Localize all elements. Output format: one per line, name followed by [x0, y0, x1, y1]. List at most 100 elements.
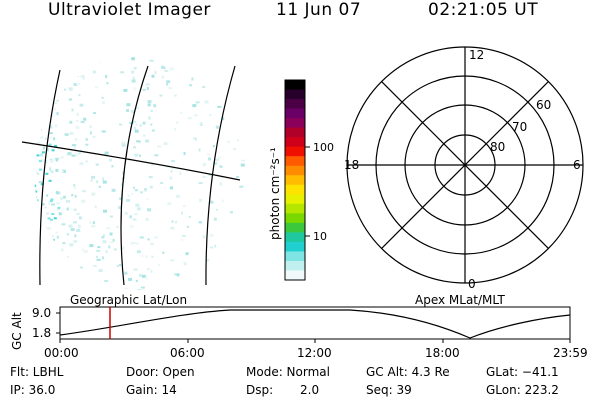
uv-speckle — [141, 289, 146, 290]
mlt-label-12: 12 — [469, 48, 484, 62]
uv-speckle — [51, 114, 54, 117]
uv-speckle — [46, 226, 51, 230]
uv-speckle — [132, 186, 135, 189]
uv-speckle — [71, 194, 74, 197]
uv-speckle — [241, 159, 245, 162]
uv-speckle — [130, 241, 134, 245]
colorbar-band — [285, 127, 305, 138]
uv-speckle — [149, 185, 153, 189]
uv-speckle — [85, 137, 88, 141]
uv-speckle — [139, 154, 142, 157]
uv-speckle — [192, 104, 197, 108]
uv-speckle — [106, 82, 109, 85]
colorbar-frame — [284, 79, 306, 281]
uv-speckle — [50, 198, 54, 201]
uv-speckle — [51, 213, 55, 215]
uv-speckle — [217, 105, 222, 108]
uv-speckle — [93, 112, 96, 114]
uv-speckle — [209, 200, 214, 204]
uv-speckle — [53, 102, 57, 105]
uv-speckle — [47, 217, 51, 220]
uv-speckle — [75, 120, 79, 122]
uv-speckle — [163, 66, 166, 69]
uv-speckle — [154, 236, 158, 239]
uv-speckle — [132, 218, 137, 221]
uv-speckle — [102, 180, 107, 184]
uv-speckle — [195, 101, 200, 104]
uv-speckle — [75, 152, 79, 156]
alt-ymin-label: 1.8 — [32, 326, 51, 340]
colorbar-band — [285, 184, 305, 195]
uv-speckle — [151, 255, 154, 258]
uv-speckle — [60, 156, 65, 159]
uv-speckle — [175, 221, 177, 224]
uv-speckle — [94, 205, 97, 208]
uv-speckle — [40, 183, 44, 186]
uv-speckle — [213, 161, 218, 165]
uv-speckle — [132, 242, 136, 244]
uv-speckle — [136, 242, 140, 245]
geographic-grid — [21, 65, 241, 286]
uv-speckle — [126, 198, 131, 202]
uv-speckle — [76, 82, 81, 85]
colorbar-band — [285, 137, 305, 148]
uv-speckle — [171, 167, 174, 170]
uv-speckle — [82, 248, 84, 251]
uv-speckle — [188, 215, 191, 218]
uv-speckle — [64, 133, 69, 137]
uv-speckle — [118, 206, 121, 210]
uv-speckle — [56, 112, 59, 116]
uv-speckle — [102, 234, 105, 237]
uv-speckle — [72, 144, 77, 147]
uv-speckle — [82, 190, 87, 193]
uv-speckle — [173, 273, 178, 276]
uv-speckle — [219, 182, 223, 186]
uv-speckle — [85, 160, 88, 163]
uv-speckle — [227, 140, 230, 143]
uv-speckle — [94, 86, 98, 89]
uv-speckle — [207, 153, 211, 156]
uv-speckle — [134, 129, 139, 133]
uv-speckle — [91, 225, 96, 228]
uv-speckle — [102, 101, 105, 105]
uv-speckle — [136, 250, 141, 254]
uv-speckle — [166, 82, 169, 86]
uv-speckle — [49, 200, 53, 203]
time-label: 02:21:05 UT — [428, 0, 539, 20]
uv-speckle — [80, 149, 83, 152]
uv-speckle — [134, 213, 138, 216]
uv-speckle — [73, 184, 76, 187]
uv-speckle — [68, 224, 73, 228]
uv-speckle — [41, 203, 45, 206]
uv-speckle — [180, 238, 183, 241]
uv-speckle — [38, 168, 42, 171]
alt-ymax-label: 9.0 — [32, 306, 51, 320]
uv-speckle — [146, 198, 149, 201]
uv-speckle — [187, 117, 192, 120]
uv-speckle — [38, 160, 42, 163]
uv-speckle — [53, 137, 56, 141]
uv-speckle — [69, 120, 73, 124]
glat-info: GLat: −41.1 — [486, 365, 559, 379]
uv-speckle — [122, 171, 125, 175]
uv-speckle — [80, 121, 85, 124]
uv-speckle — [53, 217, 57, 220]
uv-speckle — [123, 88, 128, 92]
mlt-label-0: 0 — [468, 277, 476, 291]
uv-speckle — [74, 194, 77, 198]
colorbar-band — [285, 194, 305, 205]
uv-speckle — [56, 99, 59, 102]
uv-speckle — [55, 231, 58, 234]
lat-label-70: 70 — [512, 120, 527, 134]
uv-speckle — [219, 165, 223, 168]
uv-speckle — [150, 123, 153, 126]
uv-speckle — [133, 126, 136, 130]
uv-speckle — [141, 254, 144, 257]
uv-speckle — [157, 145, 160, 149]
uv-speckle — [112, 238, 115, 242]
uv-speckle — [232, 148, 236, 151]
uv-speckle — [68, 87, 73, 91]
uv-speckle — [176, 121, 179, 124]
